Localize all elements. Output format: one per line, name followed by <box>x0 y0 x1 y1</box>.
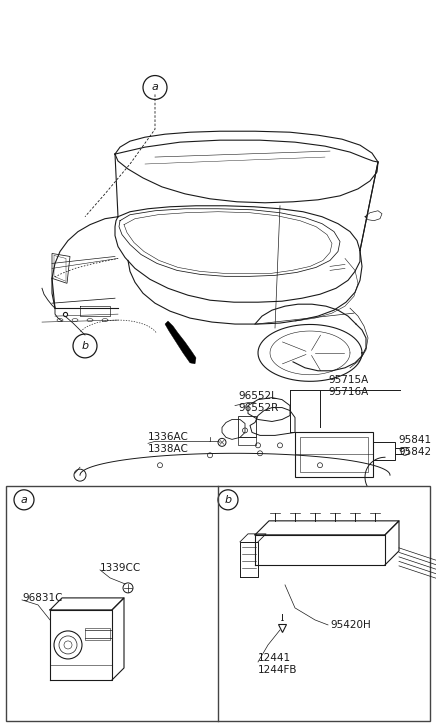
Bar <box>373 442 395 460</box>
Bar <box>238 438 256 446</box>
Bar <box>85 628 110 640</box>
Text: 96552L: 96552L <box>238 390 277 401</box>
Text: a: a <box>152 82 158 92</box>
Text: b: b <box>82 341 89 351</box>
Bar <box>300 438 368 472</box>
Text: 95715A: 95715A <box>328 374 368 385</box>
Text: 96831C: 96831C <box>22 593 62 603</box>
Text: 95842: 95842 <box>398 447 431 457</box>
Text: 12441: 12441 <box>258 653 291 663</box>
Text: 95841: 95841 <box>398 435 431 446</box>
Bar <box>238 416 256 438</box>
Text: 95420H: 95420H <box>330 620 371 630</box>
Text: 1244FB: 1244FB <box>258 665 297 675</box>
Text: 95716A: 95716A <box>328 387 368 397</box>
Polygon shape <box>165 321 196 364</box>
Text: a: a <box>20 495 27 505</box>
Text: 1339CC: 1339CC <box>100 563 141 573</box>
Text: 96552R: 96552R <box>238 403 278 412</box>
Text: 1336AC: 1336AC <box>148 433 189 443</box>
Text: b: b <box>225 495 232 505</box>
Bar <box>295 433 373 477</box>
Text: 1338AC: 1338AC <box>148 444 189 454</box>
